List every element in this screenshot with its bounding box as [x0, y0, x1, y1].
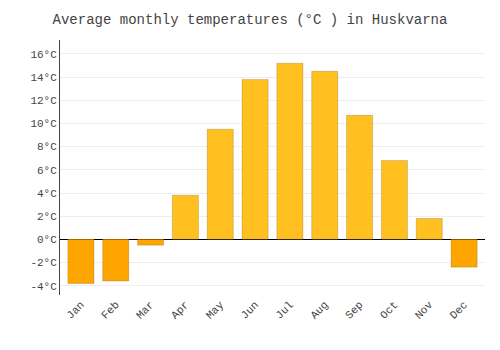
svg-text:14°C: 14°C — [30, 72, 57, 84]
svg-text:12°C: 12°C — [30, 95, 57, 107]
svg-text:10°C: 10°C — [30, 118, 57, 130]
svg-text:Aug: Aug — [308, 299, 330, 321]
svg-text:Jul: Jul — [273, 299, 295, 321]
svg-text:Jan: Jan — [64, 299, 86, 321]
svg-text:-2°C: -2°C — [30, 257, 57, 269]
svg-text:Apr: Apr — [169, 299, 191, 321]
svg-text:6°C: 6°C — [37, 165, 57, 177]
svg-text:Sep: Sep — [343, 299, 365, 321]
svg-text:Oct: Oct — [378, 299, 400, 321]
svg-text:Feb: Feb — [99, 299, 121, 321]
svg-text:0°C: 0°C — [37, 234, 57, 246]
svg-text:Mar: Mar — [134, 299, 156, 321]
svg-text:4°C: 4°C — [37, 188, 57, 200]
svg-text:-4°C: -4°C — [30, 281, 57, 293]
svg-text:Average monthly temperatures (: Average monthly temperatures (°C ) in Hu… — [53, 12, 448, 28]
svg-text:Jun: Jun — [239, 299, 261, 321]
svg-text:Dec: Dec — [448, 299, 470, 321]
svg-text:16°C: 16°C — [30, 49, 57, 61]
svg-text:Nov: Nov — [413, 299, 436, 322]
svg-text:May: May — [204, 299, 227, 322]
svg-text:2°C: 2°C — [37, 211, 57, 223]
svg-text:8°C: 8°C — [37, 141, 57, 153]
